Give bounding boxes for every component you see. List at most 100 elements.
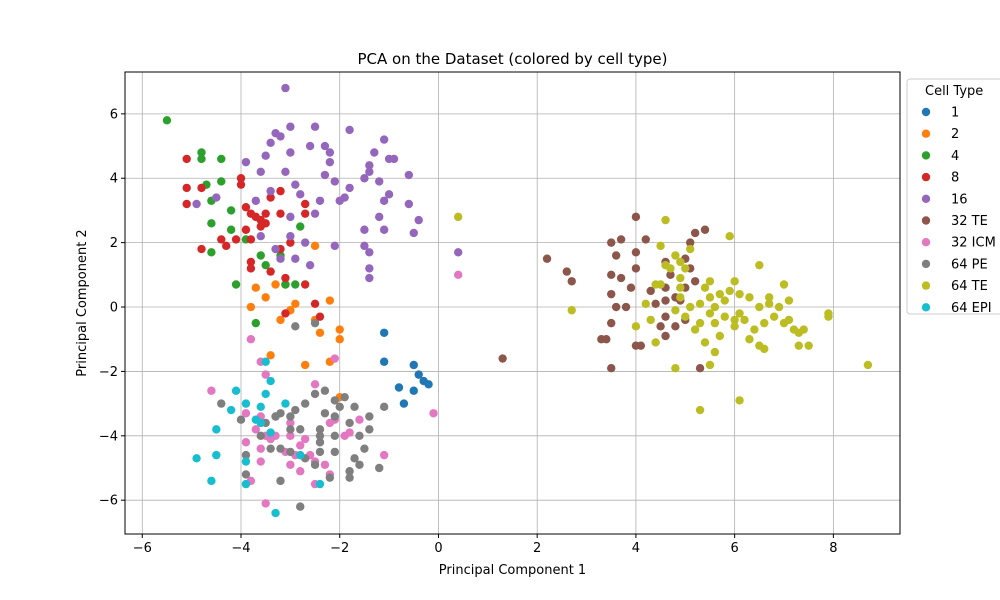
data-point (330, 431, 339, 441)
data-point (261, 293, 270, 302)
legend-marker (921, 216, 931, 225)
data-point (330, 241, 339, 251)
data-point (296, 222, 305, 231)
data-point (365, 161, 374, 170)
data-point (281, 280, 290, 289)
data-point (261, 151, 270, 160)
data-point (212, 193, 221, 202)
legend-title: Cell Type (925, 84, 983, 99)
data-point (241, 225, 251, 234)
data-point (379, 402, 389, 412)
data-point (631, 248, 641, 257)
data-point (686, 302, 695, 312)
x-tick-label: −6 (133, 541, 152, 556)
data-point (355, 415, 364, 424)
data-point (241, 399, 251, 408)
data-point (646, 286, 655, 296)
data-point (281, 309, 290, 318)
data-point (286, 212, 295, 222)
data-point (681, 264, 690, 273)
legend-label: 64 PE (951, 257, 988, 272)
data-point (365, 167, 374, 177)
legend-marker (921, 259, 931, 269)
data-point (296, 450, 305, 460)
data-point (286, 418, 295, 428)
data-point (567, 277, 576, 286)
data-point (345, 467, 354, 476)
data-point (365, 264, 374, 273)
legend-label: 1 (951, 106, 959, 121)
data-point (286, 231, 295, 241)
data-point (730, 322, 739, 331)
data-point (217, 399, 226, 408)
data-point (735, 289, 744, 299)
data-point (192, 454, 201, 463)
data-point (241, 479, 251, 489)
data-point (310, 380, 320, 389)
data-point (384, 190, 394, 199)
data-point (681, 312, 690, 321)
data-point (276, 132, 285, 141)
data-point (182, 199, 191, 209)
data-point (276, 409, 285, 418)
data-point (607, 318, 616, 328)
data-point (755, 302, 764, 312)
data-point (345, 183, 354, 193)
data-point (315, 479, 325, 489)
data-point (241, 457, 251, 466)
data-point (730, 315, 739, 325)
data-point (286, 122, 295, 131)
data-point (246, 257, 256, 267)
data-point (355, 460, 364, 469)
data-point (261, 219, 270, 228)
legend-label: 64 TE (951, 279, 988, 294)
data-point (365, 248, 374, 257)
data-point (300, 399, 310, 408)
data-point (325, 473, 335, 482)
data-point (236, 180, 246, 189)
data-point (207, 219, 216, 228)
data-point (616, 235, 626, 244)
data-point (286, 447, 295, 457)
data-point (320, 460, 330, 469)
data-point (271, 280, 280, 289)
data-point (636, 341, 646, 350)
data-point (296, 441, 305, 450)
data-point (325, 148, 335, 157)
legend-entries: 1 2 4 8 16 32 TE 32 ICM 64 PE 64 TE 64 EPI (921, 106, 996, 316)
data-point (296, 425, 305, 434)
data-point (300, 238, 310, 247)
data-point (212, 450, 221, 460)
data-point (266, 186, 275, 196)
data-point (335, 335, 344, 344)
data-point (291, 322, 300, 331)
data-point (424, 380, 433, 389)
data-point (310, 299, 320, 309)
data-point (256, 167, 265, 177)
data-point (676, 273, 685, 283)
data-point (379, 328, 389, 337)
data-point (695, 318, 705, 328)
data-point (310, 122, 320, 131)
data-point (246, 302, 256, 312)
data-point (310, 389, 320, 399)
data-point (454, 248, 463, 257)
data-point (641, 299, 650, 309)
data-point (261, 209, 270, 218)
data-point (626, 283, 636, 292)
data-point (616, 273, 626, 283)
data-point (671, 306, 680, 315)
data-point (379, 135, 389, 144)
data-point (281, 273, 290, 283)
legend: Cell Type 1 2 4 8 16 32 TE 32 ICM 64 PE 64 TE 64 … (906, 78, 1000, 316)
data-point (399, 399, 409, 408)
legend-marker (921, 129, 931, 138)
data-point (291, 180, 300, 189)
data-point (365, 425, 374, 434)
data-point (266, 351, 275, 360)
data-point (695, 299, 705, 309)
data-point (735, 396, 744, 405)
data-point (320, 170, 330, 180)
legend-marker (921, 281, 931, 290)
legend-marker (921, 303, 931, 312)
